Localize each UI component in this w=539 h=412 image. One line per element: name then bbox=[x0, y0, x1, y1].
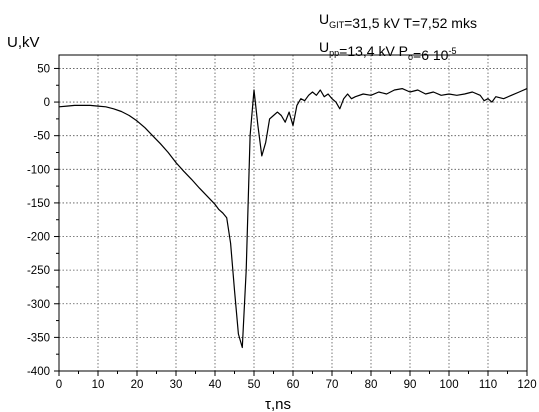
x-axis-label: τ,ns bbox=[265, 396, 291, 412]
x-tick-label: 110 bbox=[479, 379, 497, 391]
y-axis-ticks bbox=[54, 67, 59, 372]
x-axis-ticks bbox=[58, 371, 528, 376]
x-tick-label: 20 bbox=[131, 379, 144, 391]
x-tick-label: 120 bbox=[517, 379, 536, 391]
x-tick-label: 90 bbox=[404, 379, 417, 391]
x-tick-label: 80 bbox=[365, 379, 378, 391]
x-tick-label: 0 bbox=[56, 379, 62, 391]
y-tick-label: -200 bbox=[27, 232, 50, 244]
y-tick-label: -250 bbox=[27, 265, 50, 277]
x-tick-label: 100 bbox=[439, 379, 458, 391]
annotation-line-1: UGIT=31,5 kV T=7,52 mks bbox=[319, 11, 477, 31]
y-tick-label: 0 bbox=[44, 97, 50, 109]
series-line-1 bbox=[58, 88, 528, 349]
y-axis-label: U,kV bbox=[7, 34, 40, 51]
y-tick-label: -300 bbox=[27, 299, 50, 311]
x-tick-label: 70 bbox=[326, 379, 339, 391]
x-tick-label: 40 bbox=[209, 379, 222, 391]
y-tick-label: -400 bbox=[27, 366, 50, 378]
x-tick-label: 10 bbox=[92, 379, 105, 391]
x-tick-label: 50 bbox=[248, 379, 261, 391]
y-tick-label: -350 bbox=[27, 332, 50, 344]
grid bbox=[59, 55, 527, 371]
plot-frame bbox=[58, 54, 528, 372]
y-tick-label: 50 bbox=[37, 63, 50, 75]
y-tick-labels: 50 0 -50 -100 -150 -200 -250 -300 -350 -400 bbox=[27, 63, 50, 378]
y-tick-label: -150 bbox=[27, 198, 50, 210]
x-tick-labels: 0 10 20 30 40 50 60 70 80 90 100 110 120 bbox=[56, 379, 537, 391]
x-tick-label: 30 bbox=[170, 379, 183, 391]
y-tick-label: -50 bbox=[33, 131, 50, 143]
series-group bbox=[58, 88, 528, 349]
annotation-line-2: Upp=13,4 kV Po=6 10-5 bbox=[319, 39, 457, 63]
x-tick-label: 60 bbox=[287, 379, 300, 391]
y-tick-label: -100 bbox=[27, 164, 50, 176]
